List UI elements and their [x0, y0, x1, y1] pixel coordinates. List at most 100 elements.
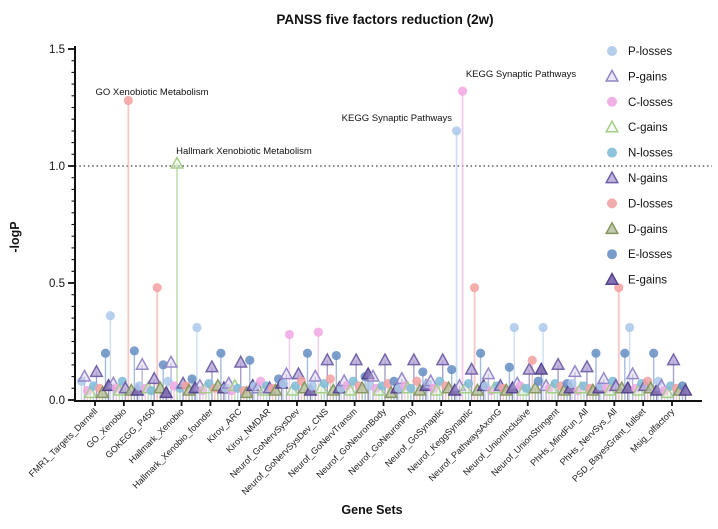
marker-circle: [509, 322, 519, 333]
x-tick-label: GOKEGG_P450: [103, 406, 157, 460]
annotation-label: KEGG Synaptic Pathways: [466, 69, 577, 80]
marker-circle: [538, 322, 548, 333]
marker-circle: [614, 283, 624, 293]
marker-triangle: [169, 155, 185, 169]
legend-label: E-losses: [628, 249, 672, 261]
marker-circle: [625, 322, 635, 333]
legend-label: C-losses: [628, 97, 673, 109]
marker-triangle: [83, 385, 98, 399]
marker-circle: [527, 355, 537, 365]
legend-label: N-losses: [628, 148, 673, 160]
chart-title: PANSS five factors reduction (2w): [276, 12, 493, 27]
legend-marker-circle: [607, 147, 617, 158]
legend-label: P-gains: [628, 71, 667, 83]
lollipop-markers: [76, 86, 693, 399]
marker-triangle: [95, 385, 110, 399]
marker-circle: [412, 376, 422, 386]
axes: 0.0 0.5 1.0 1.5: [49, 44, 702, 407]
marker-circle: [105, 311, 115, 321]
marker-circle: [313, 327, 323, 337]
legend-item: P-losses: [607, 46, 672, 58]
marker-triangle: [678, 382, 693, 396]
x-tick-labels: FMR1_Targets_DarnellGO_XenobioGOKEGG_P45…: [27, 406, 677, 497]
marker-triangle: [429, 382, 444, 396]
marker-circle: [653, 376, 664, 386]
peak-annotations: GO Xenobiotic Metabolism Hallmark Xenobio…: [96, 69, 577, 157]
legend-item: D-losses: [607, 198, 673, 210]
marker-circle: [533, 376, 543, 386]
annotation-label: Hallmark Xenobiotic Metabolism: [176, 146, 312, 157]
annotation-label: KEGG Synaptic Pathways: [342, 113, 453, 124]
legend-item: C-gains: [604, 119, 668, 134]
marker-triangle: [163, 354, 179, 368]
marker-triangle: [579, 359, 595, 373]
marker-circle: [418, 367, 428, 377]
marker-circle: [591, 348, 601, 358]
marker-triangle: [528, 380, 543, 394]
legend-label: D-losses: [628, 198, 673, 210]
marker-triangle: [204, 359, 219, 373]
legend-marker-triangle: [604, 221, 620, 235]
y-tick-label: 1.5: [49, 44, 65, 56]
legend-label: E-gains: [628, 275, 667, 287]
marker-circle: [302, 348, 313, 358]
marker-circle: [469, 283, 480, 293]
legend-marker-triangle: [604, 68, 620, 82]
marker-triangle: [147, 371, 162, 385]
marker-circle: [100, 348, 111, 358]
marker-triangle: [77, 368, 92, 382]
marker-circle: [146, 386, 156, 396]
marker-triangle: [660, 385, 675, 399]
marker-triangle: [239, 385, 254, 399]
y-axis-title: -logP: [8, 221, 22, 252]
legend-marker-triangle: [604, 272, 620, 285]
y-tick-label: 0.5: [49, 278, 65, 290]
marker-triangle: [481, 366, 496, 380]
marker-circle: [504, 362, 514, 372]
legend-marker-circle: [607, 96, 617, 107]
marker-triangle: [377, 352, 393, 366]
legend-label: D-gains: [628, 224, 668, 236]
marker-triangle: [464, 361, 479, 375]
marker-triangle: [153, 380, 168, 394]
legend-item: D-gains: [604, 221, 668, 236]
marker-circle: [152, 283, 162, 293]
legend-marker-triangle: [604, 119, 620, 133]
marker-triangle: [666, 352, 681, 366]
marker-triangle: [406, 352, 421, 366]
marker-circle: [129, 346, 139, 356]
marker-triangle: [534, 361, 549, 375]
marker-triangle: [355, 380, 370, 394]
legend: P-losses P-gains C-losses C-gains N-losses N-…: [604, 46, 673, 287]
legend-item: P-gains: [604, 68, 667, 83]
y-tick-label: 1.0: [49, 161, 65, 173]
legend-item: C-losses: [607, 96, 673, 109]
marker-circle: [521, 383, 531, 393]
legend-item: N-losses: [607, 147, 673, 160]
legend-item: E-losses: [607, 249, 672, 261]
marker-circle: [192, 322, 202, 333]
marker-triangle: [522, 361, 537, 375]
marker-circle: [216, 348, 226, 358]
marker-triangle: [135, 357, 150, 371]
marker-triangle: [365, 368, 381, 382]
marker-triangle: [551, 357, 566, 371]
marker-triangle: [620, 380, 635, 394]
marker-triangle: [159, 385, 174, 399]
marker-circle: [325, 374, 335, 384]
annotation-label: GO Xenobiotic Metabolism: [96, 87, 209, 98]
marker-triangle: [320, 352, 335, 366]
legend-marker-triangle: [604, 170, 620, 184]
legend-label: P-losses: [628, 46, 672, 58]
marker-circle: [307, 381, 317, 391]
marker-circle: [567, 379, 577, 389]
marker-circle: [475, 348, 486, 358]
marker-triangle: [233, 354, 248, 368]
marker-triangle: [279, 366, 294, 380]
marker-circle: [457, 86, 468, 96]
legend-marker-circle: [607, 249, 617, 260]
marker-circle: [406, 383, 416, 393]
legend-marker-circle: [607, 46, 617, 56]
marker-triangle: [625, 366, 640, 380]
